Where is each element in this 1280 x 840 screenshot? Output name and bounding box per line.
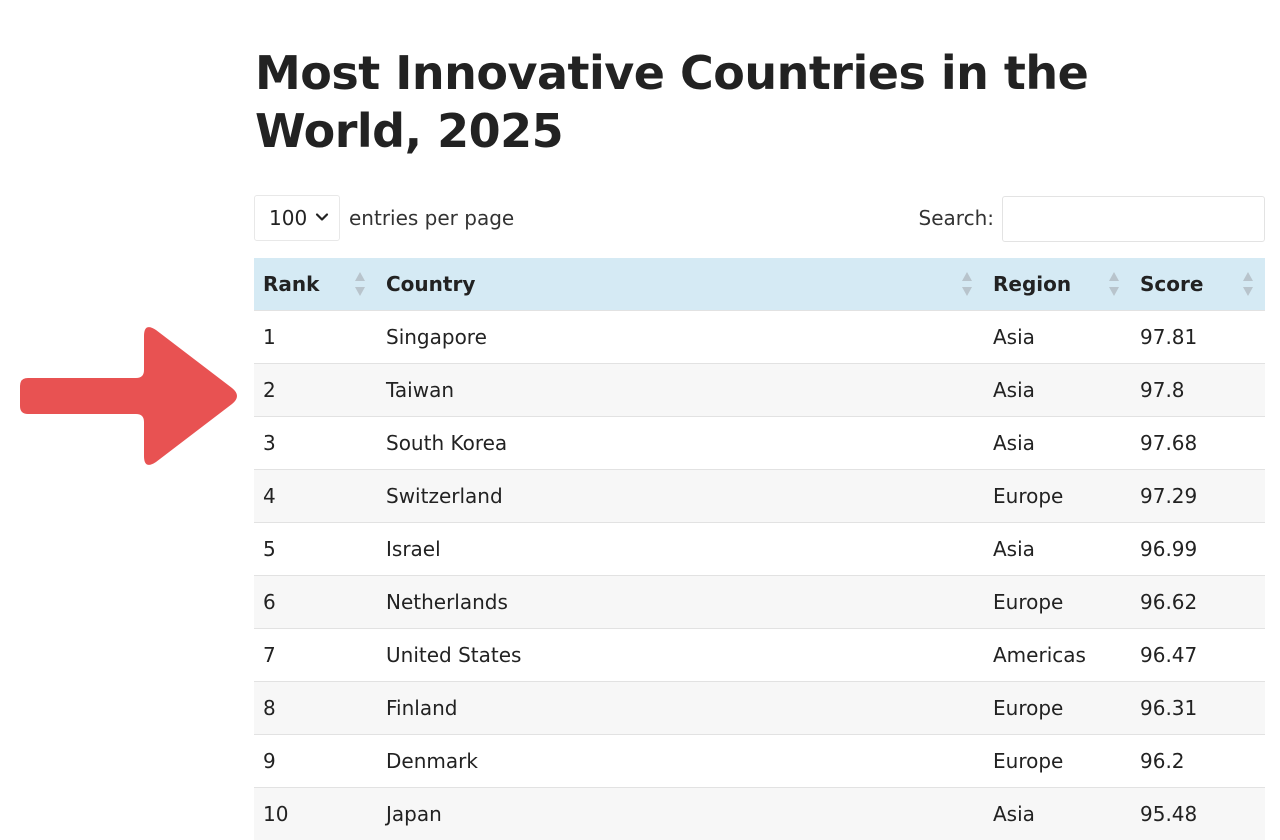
cell-country: Netherlands xyxy=(377,576,984,629)
table-row: 5 Israel Asia 96.99 xyxy=(254,523,1265,576)
cell-region: Europe xyxy=(984,682,1131,735)
cell-rank: 10 xyxy=(254,788,377,840)
cell-score: 96.62 xyxy=(1131,576,1265,629)
column-header-rank[interactable]: Rank xyxy=(254,258,377,311)
cell-score: 97.29 xyxy=(1131,470,1265,523)
cell-region: Europe xyxy=(984,576,1131,629)
table-row: 2 Taiwan Asia 97.8 xyxy=(254,364,1265,417)
entries-per-page-select[interactable]: 100 xyxy=(254,195,340,241)
search-label: Search: xyxy=(919,195,994,241)
cell-rank: 8 xyxy=(254,682,377,735)
table-row: 9 Denmark Europe 96.2 xyxy=(254,735,1265,788)
cell-country: South Korea xyxy=(377,417,984,470)
cell-score: 97.81 xyxy=(1131,311,1265,364)
column-header-label: Region xyxy=(993,272,1071,296)
cell-country: Taiwan xyxy=(377,364,984,417)
cell-country: Japan xyxy=(377,788,984,840)
arrow-right-icon xyxy=(18,320,242,472)
entries-per-page-value: 100 xyxy=(269,206,307,230)
cell-score: 97.68 xyxy=(1131,417,1265,470)
cell-rank: 9 xyxy=(254,735,377,788)
cell-region: Asia xyxy=(984,364,1131,417)
cell-region: Americas xyxy=(984,629,1131,682)
cell-score: 96.2 xyxy=(1131,735,1265,788)
sort-both-icon xyxy=(353,268,367,300)
table-controls: 100 entries per page Search: xyxy=(254,195,1265,243)
column-header-label: Country xyxy=(386,272,475,296)
cell-rank: 3 xyxy=(254,417,377,470)
cell-country: Denmark xyxy=(377,735,984,788)
cell-score: 97.8 xyxy=(1131,364,1265,417)
cell-rank: 1 xyxy=(254,311,377,364)
cell-rank: 6 xyxy=(254,576,377,629)
column-header-label: Rank xyxy=(263,272,319,296)
column-header-label: Score xyxy=(1140,272,1203,296)
cell-rank: 4 xyxy=(254,470,377,523)
cell-region: Europe xyxy=(984,735,1131,788)
cell-region: Asia xyxy=(984,523,1131,576)
cell-rank: 2 xyxy=(254,364,377,417)
cell-score: 95.48 xyxy=(1131,788,1265,840)
table-row: 3 South Korea Asia 97.68 xyxy=(254,417,1265,470)
table-row: 4 Switzerland Europe 97.29 xyxy=(254,470,1265,523)
column-header-country[interactable]: Country xyxy=(377,258,984,311)
table-row: 10 Japan Asia 95.48 xyxy=(254,788,1265,840)
column-header-region[interactable]: Region xyxy=(984,258,1131,311)
page-title: Most Innovative Countries in the World, … xyxy=(255,44,1215,160)
sort-both-icon xyxy=(1241,268,1255,300)
table-row: 8 Finland Europe 96.31 xyxy=(254,682,1265,735)
sort-both-icon xyxy=(1107,268,1121,300)
cell-rank: 5 xyxy=(254,523,377,576)
chevron-down-icon xyxy=(315,210,329,224)
cell-region: Europe xyxy=(984,470,1131,523)
entries-per-page-label: entries per page xyxy=(349,195,514,241)
cell-country: Switzerland xyxy=(377,470,984,523)
cell-rank: 7 xyxy=(254,629,377,682)
cell-region: Asia xyxy=(984,311,1131,364)
cell-country: Israel xyxy=(377,523,984,576)
cell-country: Singapore xyxy=(377,311,984,364)
cell-country: Finland xyxy=(377,682,984,735)
cell-region: Asia xyxy=(984,788,1131,840)
table-header-row: Rank Country Region xyxy=(254,258,1265,311)
search-input[interactable] xyxy=(1002,196,1265,242)
cell-score: 96.31 xyxy=(1131,682,1265,735)
table-row: 6 Netherlands Europe 96.62 xyxy=(254,576,1265,629)
column-header-score[interactable]: Score xyxy=(1131,258,1265,311)
cell-score: 96.47 xyxy=(1131,629,1265,682)
table-row: 7 United States Americas 96.47 xyxy=(254,629,1265,682)
cell-region: Asia xyxy=(984,417,1131,470)
cell-country: United States xyxy=(377,629,984,682)
cell-score: 96.99 xyxy=(1131,523,1265,576)
sort-both-icon xyxy=(960,268,974,300)
data-table: Rank Country Region xyxy=(254,258,1265,840)
table-row: 1 Singapore Asia 97.81 xyxy=(254,311,1265,364)
